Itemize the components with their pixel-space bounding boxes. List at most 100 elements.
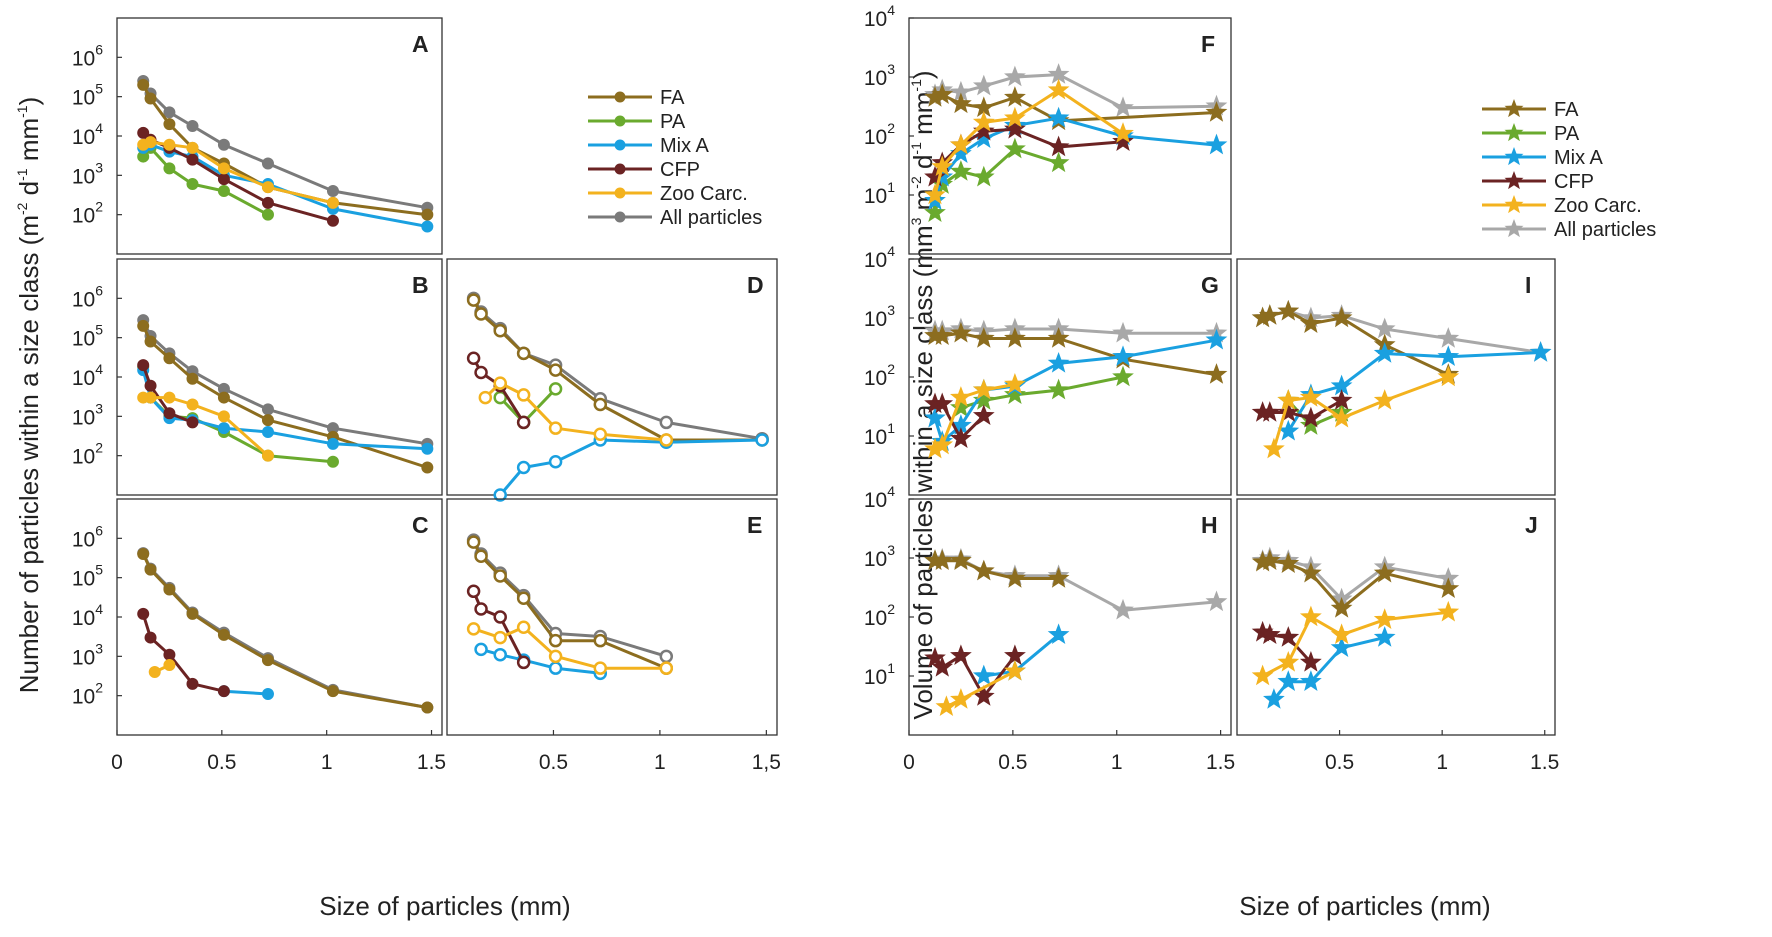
- data-point: [163, 138, 176, 151]
- data-point: [972, 404, 995, 426]
- data-point: [659, 649, 674, 664]
- left-ylabel-d: d: [14, 181, 44, 203]
- tick-exp: 5: [95, 562, 103, 578]
- legend-item-zoo-carc: Zoo Carc.: [1482, 195, 1642, 217]
- data-point: [1529, 341, 1552, 362]
- legend-label: FA: [660, 87, 685, 109]
- tick-base: 10: [72, 568, 95, 591]
- data-point: [1263, 437, 1285, 459]
- y-tick-label: 103: [72, 400, 103, 429]
- series-mix-a: [924, 328, 1228, 451]
- tick-exp: 2: [95, 199, 103, 215]
- data-point: [1330, 623, 1353, 645]
- data-point: [217, 391, 230, 404]
- y-tick-label: 104: [72, 120, 103, 149]
- data-point: [1047, 151, 1070, 173]
- data-point: [1004, 327, 1026, 348]
- tick-base: 10: [864, 367, 887, 390]
- left-ylabel: Number of particles within a size class …: [14, 97, 44, 694]
- legend-label: All particles: [1554, 219, 1656, 241]
- data-point: [186, 372, 199, 385]
- tick-exp: 2: [887, 361, 895, 377]
- tick-base: 10: [864, 489, 887, 512]
- series-cfp: [137, 359, 199, 429]
- y-tick-label: 104: [72, 601, 103, 630]
- data-point: [950, 549, 972, 570]
- series-zoo-carc: [478, 376, 674, 447]
- data-point: [548, 649, 563, 664]
- panel-label: J: [1525, 512, 1538, 538]
- series-line: [141, 552, 428, 709]
- tick-base: 10: [72, 528, 95, 551]
- series-all-particles: [137, 314, 434, 450]
- data-point: [137, 78, 150, 91]
- series-all-particles: [466, 291, 769, 446]
- y-tick-label: 101: [864, 179, 895, 208]
- data-point: [163, 391, 176, 404]
- x-tick-label: 1: [1111, 751, 1123, 774]
- data-point: [466, 622, 481, 636]
- data-point: [144, 92, 157, 105]
- data-point: [931, 433, 954, 455]
- data-point: [931, 155, 954, 177]
- data-point: [163, 648, 176, 661]
- data-point: [421, 220, 434, 233]
- tick-base: 10: [864, 126, 887, 149]
- legend-item-pa: PA: [1482, 123, 1580, 145]
- tick-base: 10: [864, 308, 887, 331]
- data-point: [163, 583, 176, 596]
- tick-exp: 3: [887, 542, 895, 558]
- data-point: [1004, 65, 1026, 87]
- data-point: [1263, 688, 1285, 709]
- x-tick-label: 1: [1436, 751, 1448, 774]
- data-point: [217, 184, 230, 197]
- series-zoo-carc: [466, 620, 674, 675]
- panel-i: I: [1236, 258, 1556, 496]
- data-point: [931, 655, 954, 677]
- tick-exp: 4: [95, 601, 103, 617]
- data-point: [148, 665, 161, 678]
- panel-frame: [446, 498, 778, 736]
- data-point: [1047, 327, 1070, 348]
- data-point: [326, 214, 339, 227]
- data-point: [1330, 306, 1353, 328]
- legend-label: PA: [1554, 123, 1580, 145]
- y-tick-label: 103: [864, 302, 895, 331]
- legend-label: PA: [660, 111, 686, 133]
- legend-item-cfp: CFP: [588, 159, 700, 181]
- data-point: [163, 118, 176, 131]
- tick-base: 10: [864, 666, 887, 689]
- data-point: [186, 607, 199, 620]
- series-fa: [924, 549, 1070, 588]
- x-tick-label: 1.5: [417, 751, 446, 774]
- data-point: [1437, 365, 1460, 387]
- data-point: [950, 688, 972, 709]
- data-point: [931, 83, 954, 105]
- data-point: [1373, 561, 1396, 583]
- data-point: [659, 661, 674, 675]
- data-point: [493, 630, 507, 645]
- data-point: [186, 416, 199, 429]
- panel-label: I: [1525, 272, 1531, 298]
- series-line: [933, 147, 1060, 214]
- data-point: [659, 415, 674, 430]
- tick-exp: 4: [95, 361, 103, 377]
- panel-label: A: [412, 31, 429, 57]
- data-point: [1205, 590, 1228, 612]
- legend-swatch-marker: [614, 211, 626, 223]
- series-mix-a: [1263, 626, 1396, 709]
- tick-exp: 2: [95, 440, 103, 456]
- tick-exp: 2: [887, 601, 895, 617]
- data-point: [931, 549, 954, 570]
- tick-base: 10: [72, 288, 95, 311]
- tick-exp: 6: [95, 522, 103, 538]
- data-point: [421, 701, 434, 714]
- y-tick-label: 106: [72, 522, 103, 551]
- data-point: [972, 327, 995, 348]
- data-point: [1437, 577, 1460, 599]
- data-point: [1277, 626, 1300, 647]
- data-point: [516, 388, 531, 402]
- data-point: [144, 563, 157, 576]
- data-point: [1258, 623, 1281, 645]
